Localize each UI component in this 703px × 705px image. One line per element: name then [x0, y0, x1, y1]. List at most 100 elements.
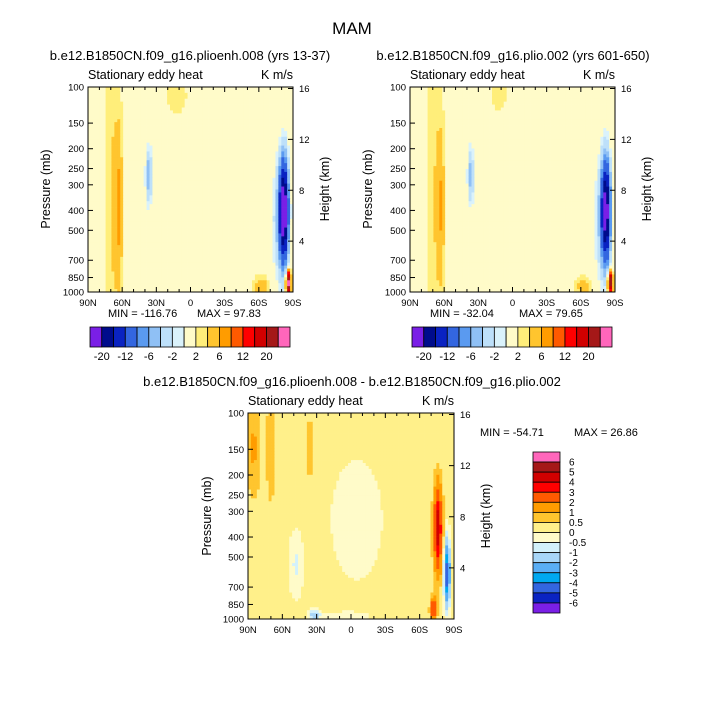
contour-cell	[137, 133, 142, 138]
contour-cell	[234, 212, 238, 217]
contour-cell	[117, 271, 121, 275]
contour-cell	[181, 95, 185, 100]
contour-cell	[208, 212, 212, 217]
contour-cell	[123, 157, 127, 161]
contour-cell	[90, 128, 95, 132]
contour-cell	[102, 125, 106, 129]
contour-cell	[219, 133, 224, 138]
contour-cell	[281, 221, 285, 225]
contour-cell	[278, 174, 282, 179]
contour-cell	[243, 171, 247, 176]
contour-cell	[117, 256, 121, 261]
contour-cell	[117, 130, 121, 135]
contour-cell	[181, 163, 185, 167]
contour-cell	[117, 236, 121, 240]
contour-cell	[257, 274, 262, 278]
contour-cell	[260, 218, 265, 223]
contour-cell	[219, 207, 224, 211]
contour-cell	[152, 113, 156, 117]
contour-cell	[149, 160, 153, 164]
contour-cell	[102, 166, 106, 170]
contour-cell	[246, 283, 250, 287]
contour-cell	[190, 110, 194, 114]
contour-cell	[231, 268, 235, 272]
contour-cell	[90, 262, 95, 266]
contour-cell	[275, 128, 279, 132]
contour-cell	[263, 221, 267, 225]
contour-cell	[155, 133, 159, 138]
contour-cell	[249, 145, 253, 149]
contour-cell	[252, 186, 256, 190]
contour-cell	[178, 253, 183, 258]
contour-cell	[140, 248, 144, 252]
contour-cell	[155, 289, 159, 293]
contour-cell	[175, 113, 180, 117]
contour-cell	[140, 230, 144, 234]
contour-cell	[126, 277, 130, 281]
contour-cell	[93, 195, 98, 199]
contour-cell	[175, 125, 180, 129]
contour-cell	[257, 227, 262, 231]
contour-cell	[263, 283, 267, 287]
contour-cell	[249, 101, 253, 105]
contour-cell	[131, 183, 136, 187]
contour-cell	[263, 101, 267, 105]
contour-cell	[246, 233, 250, 237]
contour-cell	[213, 280, 218, 284]
contour-cell	[167, 218, 171, 223]
contour-cell	[120, 283, 124, 287]
contour-cell	[234, 174, 238, 179]
contour-cell	[167, 253, 171, 258]
contour-cell	[181, 245, 185, 249]
contour-cell	[205, 87, 209, 91]
contour-cell	[164, 163, 168, 167]
contour-cell	[170, 133, 174, 138]
contour-cell	[225, 174, 229, 179]
contour-cell	[170, 113, 174, 117]
contour-cell	[284, 154, 288, 158]
contour-cell	[152, 92, 156, 97]
contour-cell	[152, 128, 156, 132]
contour-cell	[158, 256, 162, 261]
contour-cell	[126, 236, 130, 240]
contour-cell	[246, 125, 250, 129]
contour-cell	[129, 92, 133, 97]
contour-cell	[170, 239, 174, 243]
contour-cell	[111, 271, 115, 275]
contour-cell	[252, 195, 256, 199]
contour-cell	[140, 212, 144, 217]
contour-cell	[269, 174, 273, 179]
contour-cell	[187, 262, 191, 266]
contour-cell	[237, 236, 241, 240]
contour-cell	[272, 189, 276, 193]
contour-cell	[111, 139, 115, 143]
contour-cell	[105, 230, 109, 234]
contour-cell	[96, 274, 101, 278]
contour-cell	[213, 248, 218, 252]
contour-cell	[140, 236, 144, 240]
contour-cell	[187, 130, 191, 135]
contour-cell	[181, 253, 185, 258]
contour-cell	[172, 204, 177, 208]
contour-cell	[108, 248, 112, 252]
contour-cell	[88, 177, 92, 182]
contour-cell	[237, 163, 241, 167]
contour-cell	[155, 207, 159, 211]
contour-cell	[199, 259, 203, 264]
contour-cell	[199, 212, 203, 217]
contour-cell	[254, 163, 259, 167]
contour-cell	[263, 186, 267, 190]
contour-cell	[287, 280, 291, 284]
contour-cell	[219, 174, 224, 179]
contour-cell	[114, 239, 118, 243]
contour-cell	[257, 169, 262, 173]
contour-cell	[287, 189, 291, 193]
contour-cell	[175, 148, 180, 152]
contour-cell	[158, 119, 162, 123]
contour-cell	[202, 122, 206, 126]
contour-cell	[252, 204, 256, 208]
contour-cell	[102, 136, 106, 141]
contour-cell	[272, 283, 276, 287]
contour-cell	[208, 166, 212, 170]
contour-cell	[167, 274, 171, 278]
